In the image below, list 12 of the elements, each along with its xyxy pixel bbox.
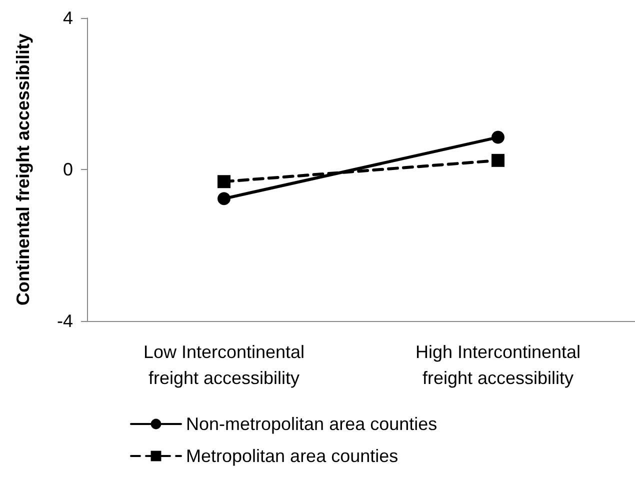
y-tick-label: 0 (62, 160, 73, 180)
x-tick-label: High Intercontinental freight accessibility (415, 342, 581, 388)
point (218, 192, 230, 206)
y-tick-label: 4 (62, 8, 73, 28)
x-tick-label: Low Intercontinental freight accessibility (143, 342, 305, 388)
point (218, 175, 230, 188)
y-axis-title: Continental freight accessibility (13, 33, 33, 306)
legend-label: Non-metropolitan area counties (186, 414, 438, 434)
y-tick-label: -4 (56, 311, 73, 331)
point (492, 130, 504, 144)
legend-label: Metropolitan area counties (186, 446, 398, 466)
point (492, 154, 504, 167)
